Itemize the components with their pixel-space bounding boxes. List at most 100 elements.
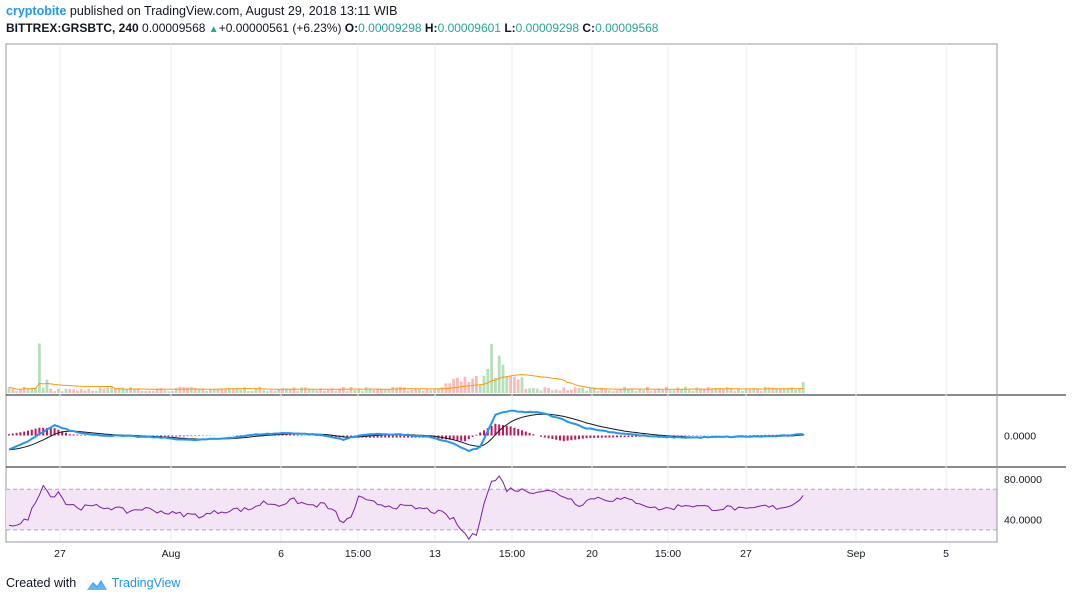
volume-bar xyxy=(106,387,110,393)
low-value: 0.00009298 xyxy=(515,21,580,35)
volume-bar xyxy=(376,388,379,393)
volume-bar xyxy=(539,390,543,393)
volume-bar xyxy=(342,387,345,393)
time-axis-tick-label: 15:00 xyxy=(345,548,371,560)
volume-bar xyxy=(418,388,421,393)
volume-bar xyxy=(478,384,482,393)
volume-bar xyxy=(463,376,467,393)
volume-bar xyxy=(421,390,425,393)
volume-bar xyxy=(72,389,75,393)
volume-bar xyxy=(330,388,334,393)
volume-bar xyxy=(440,387,444,393)
volume-bar xyxy=(520,377,524,393)
volume-bar xyxy=(748,389,752,393)
volume-bar xyxy=(102,388,106,393)
volume-bar xyxy=(653,390,657,393)
volume-bar xyxy=(486,368,490,393)
volume-bar xyxy=(714,388,718,393)
volume-bar xyxy=(148,390,151,393)
rsi-line xyxy=(8,475,804,541)
volume-bar xyxy=(767,387,771,393)
volume-bar xyxy=(684,386,687,393)
author-name[interactable]: cryptobite xyxy=(6,4,67,18)
close-label: C: xyxy=(582,21,596,35)
volume-bar xyxy=(129,387,132,393)
volume-bar xyxy=(756,388,759,393)
volume-bar xyxy=(277,389,281,393)
volume-bar xyxy=(311,389,315,393)
volume-bar xyxy=(585,390,588,393)
volume-bar xyxy=(798,388,801,393)
volume-bar xyxy=(34,387,37,393)
volume-bar xyxy=(706,387,710,393)
volume-bar xyxy=(144,390,148,393)
volume-bar xyxy=(209,389,212,393)
volume-bar xyxy=(725,387,729,393)
volume-bar xyxy=(201,388,205,393)
volume-bar xyxy=(589,388,592,393)
volume-bar xyxy=(193,387,197,393)
volume-bar xyxy=(174,388,178,393)
volume-bar xyxy=(638,389,642,393)
volume-bar xyxy=(243,387,246,393)
up-arrow-icon: ▲ xyxy=(208,24,219,35)
volume-bar xyxy=(205,390,208,393)
volume-bar xyxy=(163,390,167,393)
time-axis-tick-label: 20 xyxy=(586,548,598,560)
volume-bar xyxy=(570,389,573,393)
volume-bar xyxy=(349,387,353,393)
volume-bar xyxy=(729,387,733,393)
volume-bar xyxy=(801,382,805,393)
time-axis-tick-label: Sep xyxy=(847,548,866,560)
volume-bar xyxy=(687,389,691,393)
volume-bar xyxy=(19,389,22,393)
volume-bar xyxy=(167,391,170,393)
volume-bar xyxy=(125,389,129,393)
volume-bar xyxy=(490,343,493,393)
volume-bar xyxy=(345,391,349,393)
volume-bar xyxy=(782,388,786,393)
rsi-band xyxy=(6,489,997,530)
volume-bar xyxy=(577,388,581,393)
volume-bar xyxy=(304,387,307,393)
volume-bar xyxy=(524,388,528,393)
volume-bar xyxy=(110,387,113,393)
volume-bar xyxy=(661,389,664,393)
volume-bar xyxy=(357,388,360,393)
volume-bar xyxy=(406,390,410,393)
last-price: 0.00009568 xyxy=(142,21,206,35)
high-value: 0.00009601 xyxy=(437,21,501,35)
volume-bar xyxy=(228,388,231,393)
volume-bar xyxy=(513,376,516,393)
volume-bar xyxy=(790,387,794,393)
time-axis-tick-label: 15:00 xyxy=(499,548,525,560)
chart-header: cryptobite published on TradingView.com,… xyxy=(6,3,1066,38)
volume-bar xyxy=(528,388,531,393)
volume-bar xyxy=(733,391,737,393)
volume-bar xyxy=(509,375,512,393)
volume-bar xyxy=(794,389,797,393)
volume-bar xyxy=(247,391,250,393)
volume-bar xyxy=(235,387,239,393)
macd-axis-tick-label: 0.0000 xyxy=(1004,431,1036,443)
volume-bar xyxy=(775,388,778,393)
volume-bar xyxy=(258,386,262,393)
symbol-label[interactable]: BITTREX:GRSBTC, 240 xyxy=(6,21,139,35)
volume-bar xyxy=(608,390,611,393)
volume-bar xyxy=(323,390,326,393)
volume-bar xyxy=(60,391,64,393)
volume-bar xyxy=(741,390,744,393)
volume-bar xyxy=(497,355,501,393)
volume-bar xyxy=(744,389,748,393)
tradingview-link[interactable]: TradingView xyxy=(111,576,181,590)
volume-bar xyxy=(779,388,782,393)
volume-bar xyxy=(178,386,182,393)
volume-bar xyxy=(361,391,364,393)
volume-bar xyxy=(117,387,121,393)
volume-bar xyxy=(573,387,577,393)
volume-bar xyxy=(368,388,372,393)
volume-bar xyxy=(771,387,775,393)
volume-bar xyxy=(402,387,406,393)
volume-bar xyxy=(197,388,201,393)
